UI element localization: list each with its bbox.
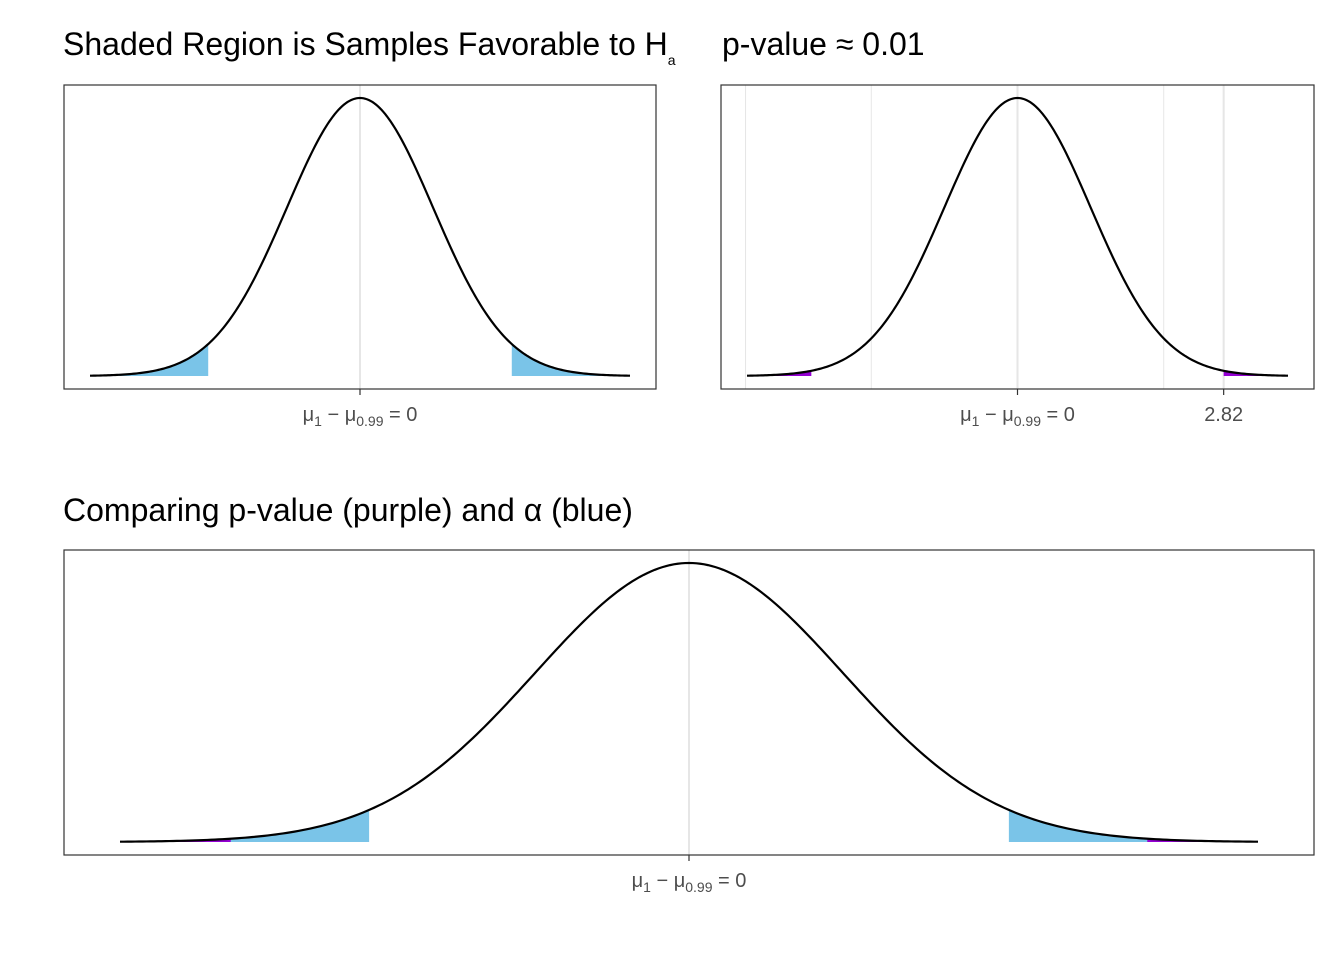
tick-label-part: − μ — [651, 870, 685, 892]
tick-label-part: μ — [303, 404, 315, 426]
top-right-panel: μ1 − μ0.99 = 0 2.82 — [720, 84, 1315, 429]
density-curve — [746, 96, 1289, 377]
tick-label-part: 0.99 — [356, 413, 383, 429]
density-curve — [119, 561, 1259, 843]
alpha-region-right — [1008, 809, 1258, 842]
tick-label-part: 1 — [643, 879, 651, 895]
alpha-region-left — [120, 809, 370, 842]
tick-label-part: μ — [960, 404, 972, 426]
pvalue-region-left — [747, 370, 812, 376]
x-tick-label: 2.82 — [1204, 404, 1243, 426]
top-right-title: p-value ≈ 0.01 — [722, 26, 925, 62]
tick-label-part: μ — [632, 870, 644, 892]
tick-label-part: − μ — [979, 404, 1013, 426]
alpha-region-left — [90, 344, 209, 376]
x-tick-label: μ1 − μ0.99 = 0 — [960, 404, 1075, 429]
tick-label-part: = 0 — [1041, 404, 1075, 426]
alpha-region-right — [511, 344, 630, 376]
tick-label-part: 0.99 — [685, 879, 712, 895]
bottom-title: Comparing p-value (purple) and α (blue) — [63, 492, 633, 528]
tick-label-part: 1 — [314, 413, 322, 429]
bottom-panel: μ1 − μ0.99 = 0 — [63, 549, 1315, 895]
tick-label-part: − μ — [322, 404, 356, 426]
x-tick-label: μ1 − μ0.99 = 0 — [632, 870, 747, 895]
tick-label-part: = 0 — [712, 870, 746, 892]
tick-label-part: 0.99 — [1014, 413, 1041, 429]
tick-label-part: = 0 — [383, 404, 417, 426]
x-tick-label: μ1 − μ0.99 = 0 — [303, 404, 418, 429]
tick-label-part: 1 — [972, 413, 980, 429]
top-left-title: Shaded Region is Samples Favorable to Ha — [63, 26, 676, 68]
density-curve — [89, 96, 631, 377]
top-left-panel: μ1 − μ0.99 = 0 — [63, 84, 657, 429]
pvalue-region-right — [1223, 370, 1288, 376]
